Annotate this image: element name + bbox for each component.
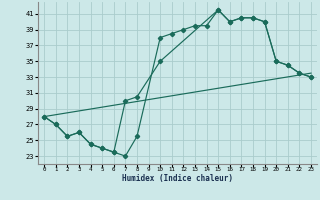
X-axis label: Humidex (Indice chaleur): Humidex (Indice chaleur)	[122, 174, 233, 183]
